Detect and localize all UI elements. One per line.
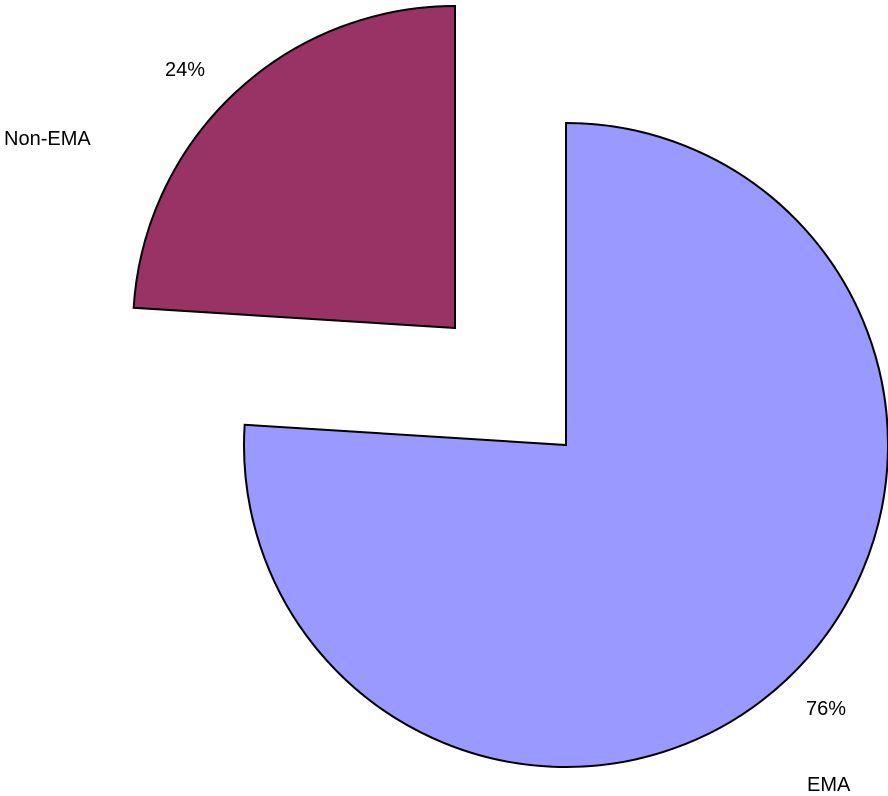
data-label-non-ema: 24% bbox=[165, 59, 205, 81]
data-label-ema: 76% bbox=[806, 698, 846, 720]
category-label-non-ema: Non-EMA bbox=[4, 128, 91, 150]
category-label-ema: EMA bbox=[807, 774, 851, 796]
pie-slice-non-ema bbox=[132, 4, 456, 330]
pie-slice-ema bbox=[243, 121, 888, 768]
